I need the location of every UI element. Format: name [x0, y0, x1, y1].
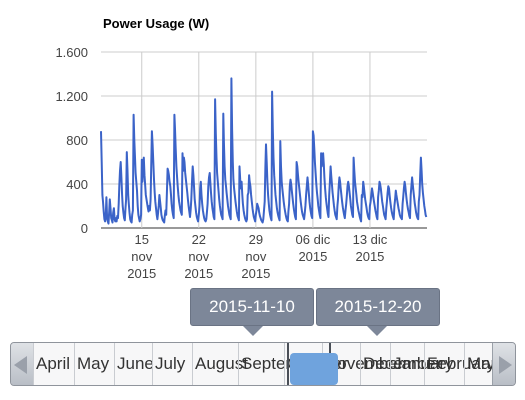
month-label: February: [427, 354, 493, 373]
x-tick-label: 15 nov 2015: [127, 232, 156, 281]
x-tick-label: 22 nov 2015: [184, 232, 213, 281]
range-slider[interactable]: AprilMayJuneJulyAugustSeptemberOctoberNo…: [10, 342, 516, 386]
month-divider: [360, 343, 361, 385]
month-label: August: [195, 354, 248, 373]
month-divider: [33, 343, 34, 385]
y-tick-label: 0: [81, 221, 88, 236]
arrow-left-icon: [14, 356, 27, 374]
range-end-date: 2015-12-20: [334, 297, 422, 316]
plot-area: [100, 77, 428, 225]
x-tick-label: 06 dic 2015: [296, 232, 331, 264]
power-usage-chart: Power Usage (W) 0 400 800 1.200 1.600 15 nov 2…: [55, 16, 428, 281]
arrow-right-icon: [499, 356, 512, 374]
month-divider: [192, 343, 193, 385]
slider-track[interactable]: AprilMayJuneJulyAugustSeptemberOctoberNo…: [33, 343, 493, 385]
selection-edge[interactable]: [287, 343, 289, 385]
month-divider: [464, 343, 465, 385]
range-slider-handle[interactable]: [290, 353, 338, 385]
scroll-right-button[interactable]: [492, 343, 515, 385]
x-tick-label: 13 dic 2015: [353, 232, 388, 264]
range-start-date: 2015-11-10: [209, 297, 295, 316]
month-divider: [390, 343, 391, 385]
month-divider: [74, 343, 75, 385]
month-label: November: [325, 354, 404, 373]
month-label: July: [155, 354, 186, 373]
month-divider: [284, 343, 285, 385]
x-axis: 15 nov 2015 22 nov 2015 29 nov 2015 06 dic 2015 13 …: [127, 232, 387, 281]
month-divider: [238, 343, 239, 385]
range-start-tooltip: 2015-11-10: [190, 288, 314, 336]
y-tick-label: 800: [66, 133, 88, 148]
month-label: January: [393, 343, 453, 385]
tooltip-pointer-icon: [367, 326, 387, 336]
tooltip-pointer-icon: [243, 326, 263, 336]
month-divider: [424, 343, 425, 385]
month-divider: [114, 343, 115, 385]
range-end-tooltip: 2015-12-20: [316, 288, 440, 336]
month-label: March: [467, 354, 493, 373]
scroll-left-button[interactable]: [11, 343, 34, 385]
month-divider: [152, 343, 153, 385]
y-axis: 0 400 800 1.200 1.600: [55, 45, 88, 236]
y-tick-label: 1.600: [55, 45, 88, 60]
chart-title: Power Usage (W): [103, 16, 209, 31]
month-label: December: [363, 354, 442, 373]
month-label: June: [117, 354, 154, 373]
power-usage-line: [100, 77, 428, 225]
y-tick-label: 400: [66, 177, 88, 192]
month-label: April: [36, 354, 71, 373]
x-tick-label: 29 nov 2015: [241, 232, 270, 281]
month-label: May: [77, 354, 110, 373]
y-tick-label: 1.200: [55, 89, 88, 104]
